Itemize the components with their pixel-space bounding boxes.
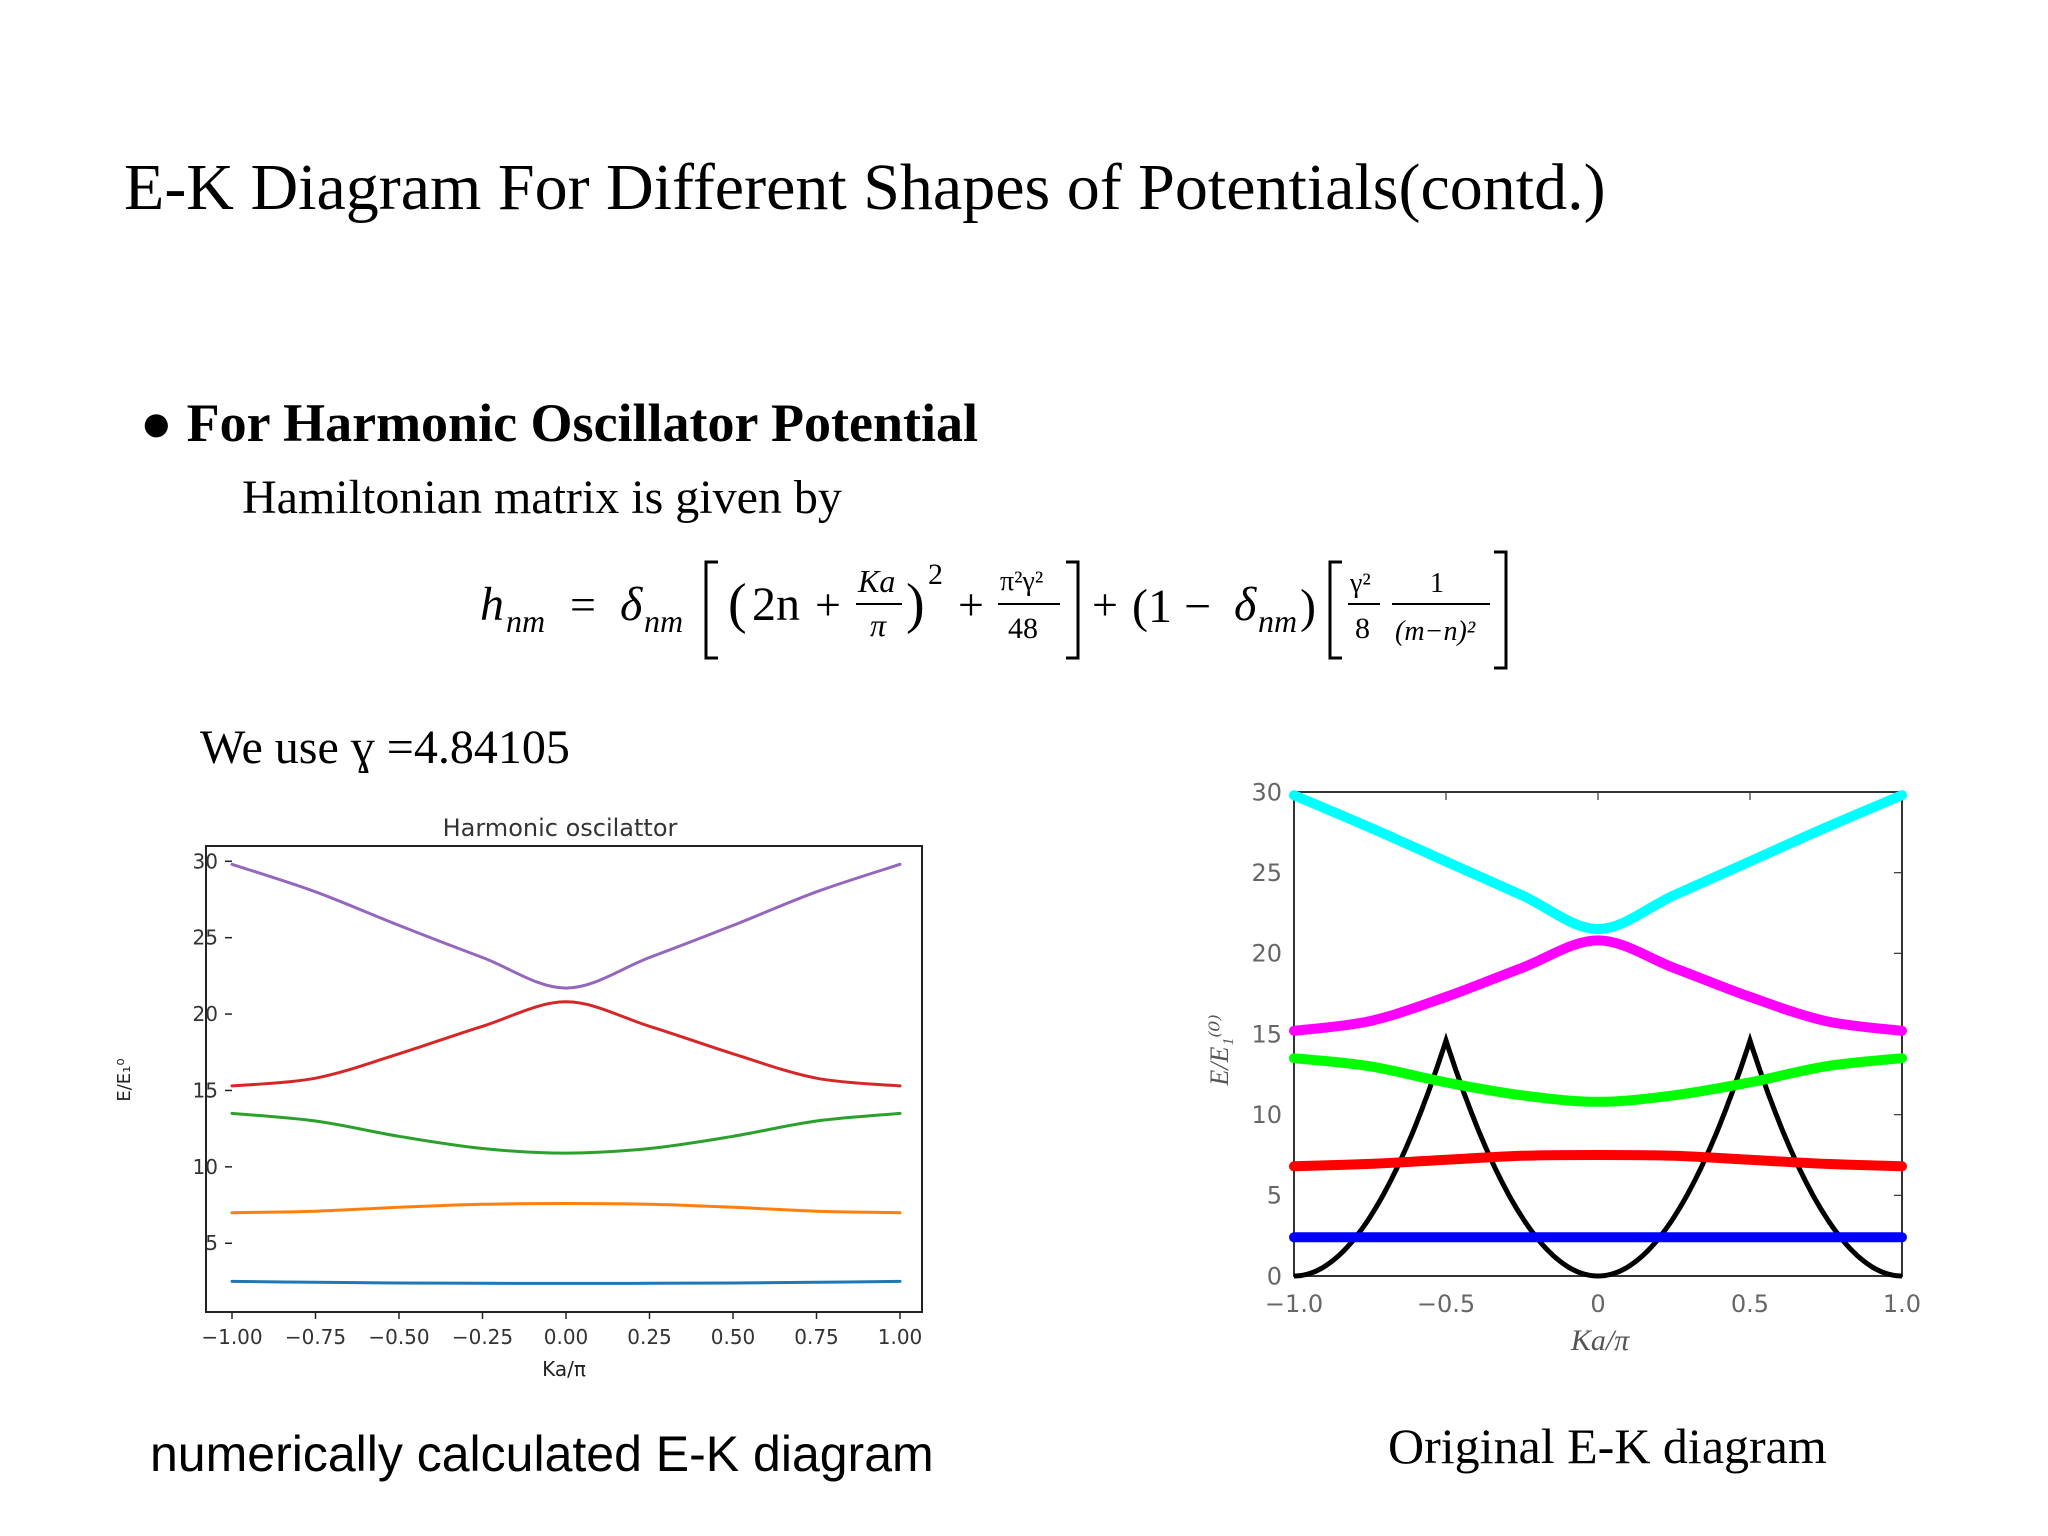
right-chart-ylabel: E/E₁⁽⁰⁾ xyxy=(1205,1014,1234,1086)
left-chart-harmonic-oscillator: Harmonic oscilattor −1.00 −0.75 −0.50 −0.25… xyxy=(114,814,923,1381)
formula-1: 1 xyxy=(1430,568,1444,599)
formula-pi: π xyxy=(870,607,887,643)
y-tick-label: 30 xyxy=(1251,778,1282,806)
formula-close-paren-1: ) xyxy=(906,573,925,635)
x-tick-label: −0.25 xyxy=(452,1325,513,1349)
bullet-heading: For Harmonic Oscillator Potential xyxy=(186,393,978,453)
x-tick-label: 0 xyxy=(1590,1290,1605,1318)
right-chart-xlabel: Ka/π xyxy=(1570,1324,1630,1357)
formula-h-sub: nm xyxy=(506,603,545,639)
formula-h: h xyxy=(480,578,504,631)
y-tick-label: 25 xyxy=(193,926,218,950)
x-tick-label: 0.25 xyxy=(627,1325,672,1349)
series-line-3 xyxy=(1289,1053,1907,1107)
y-tick-label: 10 xyxy=(193,1155,218,1179)
x-tick-label: 1.0 xyxy=(1883,1290,1921,1318)
series-line-4 xyxy=(230,1000,902,1088)
hamiltonian-formula: h nm = δ nm ( 2n + Ka π ) 2 + π²γ² 48 + … xyxy=(480,550,1508,670)
formula-right-bracket-2 xyxy=(1494,550,1508,670)
formula-eq: = xyxy=(570,579,596,630)
formula-one-minus: (1 − xyxy=(1132,580,1211,633)
series-line-5 xyxy=(1289,790,1907,935)
x-tick-label: 1.00 xyxy=(878,1325,923,1349)
series-line-2 xyxy=(1289,1150,1907,1172)
bullet-heading-row: ● For Harmonic Oscillator Potential xyxy=(140,392,978,454)
formula-8: 8 xyxy=(1355,612,1370,645)
right-caption: Original E-K diagram xyxy=(1388,1418,1827,1474)
gamma-text: We use ɣ =4.84105 xyxy=(200,721,570,774)
formula-delta: δ xyxy=(620,578,643,631)
series-line-1 xyxy=(230,1279,902,1285)
x-tick-label: −0.75 xyxy=(285,1325,346,1349)
right-chart-original: −1.0 −0.5 0 0.5 1.0 0 5 10 15 20 25 30 Ka/π E/E₁⁽⁰… xyxy=(1205,778,1921,1357)
y-tick-label: 5 xyxy=(205,1231,218,1255)
formula-plus-1: + xyxy=(815,579,841,630)
formula-48: 48 xyxy=(1008,612,1038,645)
formula-ka: Ka xyxy=(857,563,895,599)
left-caption: numerically calculated E-K diagram xyxy=(150,1426,934,1482)
intro-text: Hamiltonian matrix is given by xyxy=(242,471,842,524)
left-chart-frame xyxy=(205,845,923,1313)
slide-title: E-K Diagram For Different Shapes of Pote… xyxy=(124,151,1606,224)
right-chart-frame xyxy=(1293,791,1903,1277)
formula-left-bracket xyxy=(704,560,718,660)
y-tick-label: 15 xyxy=(1251,1020,1282,1048)
formula-delta-sub: nm xyxy=(644,603,683,639)
series-line-2 xyxy=(230,1202,902,1215)
left-chart-title: Harmonic oscilattor xyxy=(443,814,678,842)
x-tick-label: 0.75 xyxy=(794,1325,839,1349)
left-chart-xlabel: Ka/π xyxy=(542,1357,586,1381)
y-tick-label: 20 xyxy=(193,1002,218,1026)
x-tick-label: −1.00 xyxy=(201,1325,262,1349)
formula-delta-2: δ xyxy=(1234,578,1257,631)
x-tick-label: 0.50 xyxy=(711,1325,756,1349)
formula-plus-3: + xyxy=(1092,579,1118,630)
formula-2n: 2n xyxy=(752,578,800,631)
x-tick-label: −1.0 xyxy=(1265,1290,1323,1318)
left-chart-ylabel: E/E₁⁰ xyxy=(114,1058,135,1101)
formula-pi2g2: π²γ² xyxy=(1000,566,1043,597)
formula-g2: γ² xyxy=(1349,568,1371,599)
x-tick-label: 0.5 xyxy=(1731,1290,1769,1318)
formula-plus-2: + xyxy=(958,579,984,630)
x-tick-label: −0.50 xyxy=(368,1325,429,1349)
y-tick-label: 0 xyxy=(1267,1262,1282,1290)
formula-close-paren-2: ) xyxy=(1300,580,1316,633)
y-tick-label: 10 xyxy=(1251,1101,1282,1129)
formula-sup-2: 2 xyxy=(928,558,943,591)
series-line-4 xyxy=(1289,935,1907,1036)
series-line-3 xyxy=(230,1111,902,1155)
x-tick-label: 0.00 xyxy=(544,1325,589,1349)
formula-right-bracket-1 xyxy=(1066,560,1080,660)
y-tick-label: 30 xyxy=(193,849,218,873)
series-line-5 xyxy=(230,862,902,990)
formula-left-bracket-2 xyxy=(1328,560,1342,660)
y-tick-label: 20 xyxy=(1251,940,1282,968)
formula-delta-sub-2: nm xyxy=(1258,603,1297,639)
formula-m-minus-n: (m−n)² xyxy=(1395,616,1476,647)
formula-open-paren: ( xyxy=(728,573,747,635)
x-tick-label: −0.5 xyxy=(1417,1290,1475,1318)
y-tick-label: 5 xyxy=(1267,1182,1282,1210)
reference-free-electron-curve xyxy=(1293,1032,1903,1279)
y-tick-label: 25 xyxy=(1251,859,1282,887)
y-tick-label: 15 xyxy=(193,1078,218,1102)
bullet-icon: ● xyxy=(140,393,173,453)
